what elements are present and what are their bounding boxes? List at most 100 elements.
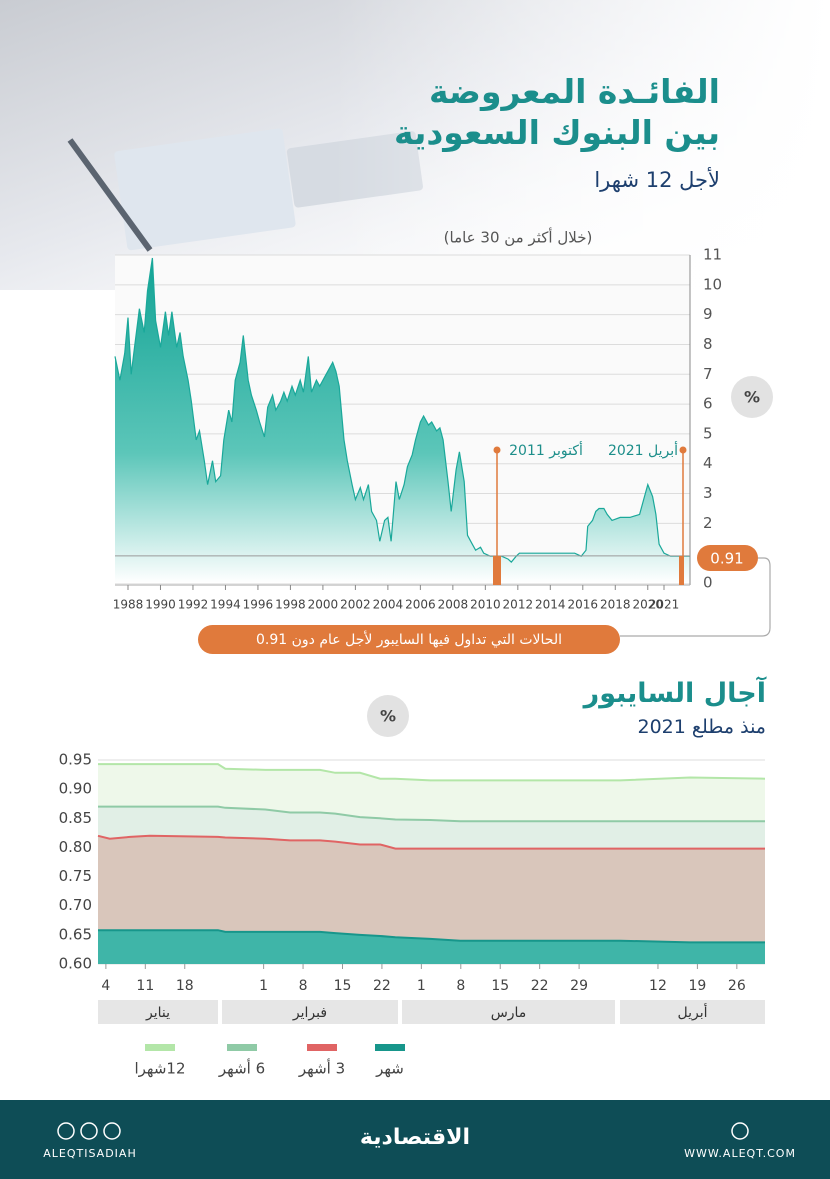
highlight-bar [493,555,501,585]
series-line [97,834,765,850]
annotation-dot [493,446,501,454]
month-label: مارس [491,1005,527,1021]
threshold-label: 0.91 [710,550,743,568]
x-tick-label: 1 [417,978,426,994]
x-tick-label: 15 [491,978,509,994]
y-tick-label: 5 [703,424,713,442]
sibor-tenors-chart: %0.600.650.700.750.800.850.900.954 11 18 1 8… [59,695,766,1078]
legend-label: 6 أشهر [218,1059,265,1078]
facebook-icon[interactable] [80,1122,98,1140]
unit-badge [731,376,773,418]
series-line [98,929,765,944]
series-line [98,763,766,782]
x-tick-label: 2014 [535,598,566,612]
legend-swatch [375,1044,405,1051]
y-tick-label: 0.95 [59,751,92,769]
x-tick-label: 15 [334,978,352,994]
chart-title: آجال السايبور [583,678,766,709]
x-tick-label: 2008 [438,598,469,612]
legend-label: شهر [375,1060,404,1078]
y-tick-label: 7 [703,365,713,383]
footer-website[interactable]: WWW.ALEQT.COM [684,1147,796,1160]
x-tick-label: 2016 [568,598,599,612]
y-tick-label: 9 [703,305,713,323]
x-tick-label: 2000 [308,598,339,612]
header-photo [0,0,830,290]
y-tick-label: 0.80 [59,838,92,856]
highlight-bar [679,555,684,585]
callout-connector [620,557,771,637]
x-tick-label: 2018 [600,598,631,612]
y-tick-label: 11 [703,246,722,264]
month-label: فبراير [292,1005,327,1021]
x-tick-label: 2021 [649,598,680,612]
x-tick-label: 1988 [113,598,144,612]
annotation: أكتوبر 2011 [509,441,583,459]
y-tick-label: 4 [703,454,713,472]
series-line [98,805,765,823]
legend-swatch [307,1044,337,1051]
x-tick-label: 2004 [373,598,404,612]
y-tick-label: 6 [703,395,713,413]
y-tick-label: 10 [703,275,722,293]
footer: ALEQTISADIAH الاقتصادية WWW.ALEQT.COM [0,1100,830,1179]
x-tick-label: 19 [688,978,706,994]
chart-subtitle: منذ مطلع 2021 [637,716,767,738]
y-tick-label: 0.90 [59,780,92,798]
y-tick-label: 8 [703,335,713,353]
x-tick-label: 2006 [405,598,436,612]
y-tick-label: 0.60 [59,955,92,973]
x-tick-label: 22 [531,978,549,994]
x-tick-label: 1990 [145,598,176,612]
chart-subtitle: (خلال أكثر من 30 عاما) [444,228,593,247]
footer-handle: ALEQTISADIAH [43,1147,136,1160]
legend-label: 3 أشهر [298,1059,345,1078]
annotation-dot [679,446,687,454]
month-label: يناير [145,1005,170,1021]
x-tick-label: 1 [259,978,268,994]
threshold-badge [697,545,758,571]
instagram-icon[interactable] [57,1122,75,1140]
month-band [222,1000,398,1024]
x-tick-label: 1996 [243,598,274,612]
x-tick-label: 1992 [178,598,209,612]
x-tick-label: 18 [176,978,194,994]
x-tick-label: 1998 [275,598,306,612]
y-unit: % [380,707,396,726]
series-area [98,930,765,964]
x-tick-label: 2010 [470,598,501,612]
footer-logo: الاقتصادية [360,1125,470,1150]
y-tick-label: 0.85 [59,809,92,827]
x-tick-label: 29 [570,978,588,994]
x-tick-label: 22 [373,978,391,994]
web-icon[interactable] [731,1122,749,1140]
y-tick-label: 0 [703,574,713,592]
threshold-note: الحالات التي تداول فيها السايبور لأجل عا… [256,630,562,648]
y-tick-label: 0.75 [59,867,92,885]
legend-label: 12شهرا [134,1060,185,1078]
twitter-icon[interactable] [103,1122,121,1140]
title-line-1: الفائـدة المعروضة [429,72,720,111]
x-tick-label: 8 [299,978,308,994]
x-tick-label: 1994 [210,598,241,612]
y-tick-label: 3 [703,484,713,502]
annotation: أبريل 2021 [608,441,678,459]
unit-badge [367,695,409,737]
legend-swatch [227,1044,257,1051]
x-tick-label: 4 [101,978,110,994]
x-tick-label: 26 [728,978,746,994]
month-band [98,1000,218,1024]
y-tick-label: 2 [703,514,713,532]
title-subtitle: لأجل 12 شهرا [594,168,720,192]
rate-line [114,257,690,563]
x-tick-label: 12 [649,978,667,994]
y-tick-label: 0.70 [59,896,92,914]
x-tick-label: 2002 [340,598,371,612]
x-tick-label: 2012 [503,598,534,612]
title-line-2: بين البنوك السعودية [393,113,720,152]
y-tick-label: 0.65 [59,925,92,943]
legend-swatch [145,1044,175,1051]
month-band [402,1000,615,1024]
